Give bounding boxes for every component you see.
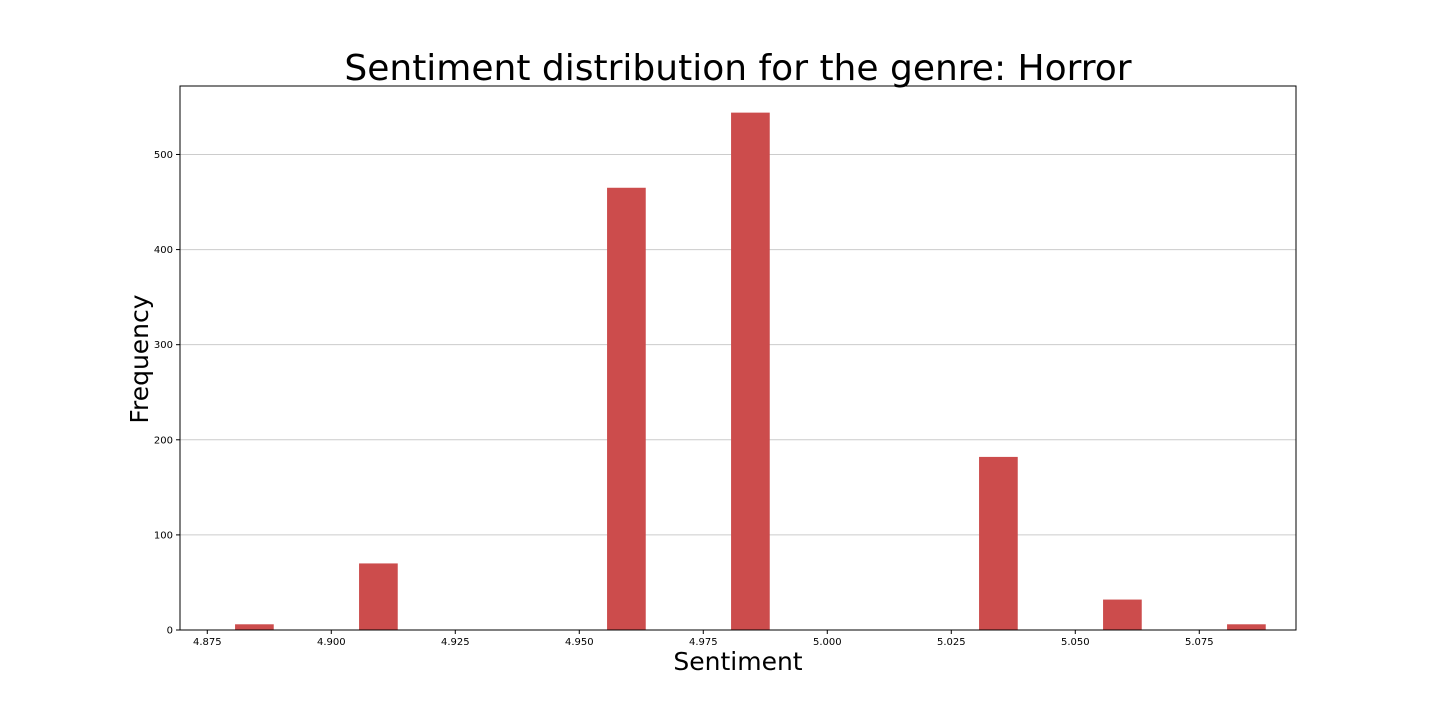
y-tick-label-4: 400 — [154, 245, 173, 256]
x-tick-label-2: 4.925 — [441, 637, 470, 648]
x-tick-label-8: 5.075 — [1185, 637, 1214, 648]
bar-6 — [979, 456, 1018, 630]
x-tick-label-4: 4.975 — [689, 637, 718, 648]
y-axis-label: Frequency — [125, 294, 154, 423]
bar-1 — [359, 563, 398, 630]
bar-8 — [1227, 624, 1266, 630]
y-tick-label-2: 200 — [154, 435, 173, 446]
chart-title: Sentiment distribution for the genre: Ho… — [344, 48, 1131, 89]
x-tick-label-5: 5.000 — [813, 637, 842, 648]
y-tick-label-1: 100 — [154, 530, 173, 541]
bar-0 — [235, 624, 274, 630]
y-tick-label-3: 300 — [154, 340, 173, 351]
y-tick-label-0: 0 — [167, 626, 173, 637]
x-tick-label-7: 5.050 — [1061, 637, 1090, 648]
bar-3 — [607, 187, 646, 630]
x-tick-label-1: 4.900 — [317, 637, 346, 648]
x-tick-label-0: 4.875 — [193, 637, 222, 648]
bar-7 — [1103, 599, 1142, 630]
x-tick-label-3: 4.950 — [565, 637, 594, 648]
x-tick-label-6: 5.025 — [937, 637, 966, 648]
bar-4 — [731, 112, 770, 630]
plot-frame — [179, 85, 1297, 631]
y-axis-ticks: 0 100 200 300 400 500 — [154, 150, 180, 637]
y-tick-label-5: 500 — [154, 150, 173, 161]
bars — [235, 112, 1266, 630]
x-axis-ticks: 4.875 4.900 4.925 4.950 4.975 5.000 5.025 5.050… — [193, 630, 1214, 648]
x-axis-label: Sentiment — [673, 647, 802, 676]
